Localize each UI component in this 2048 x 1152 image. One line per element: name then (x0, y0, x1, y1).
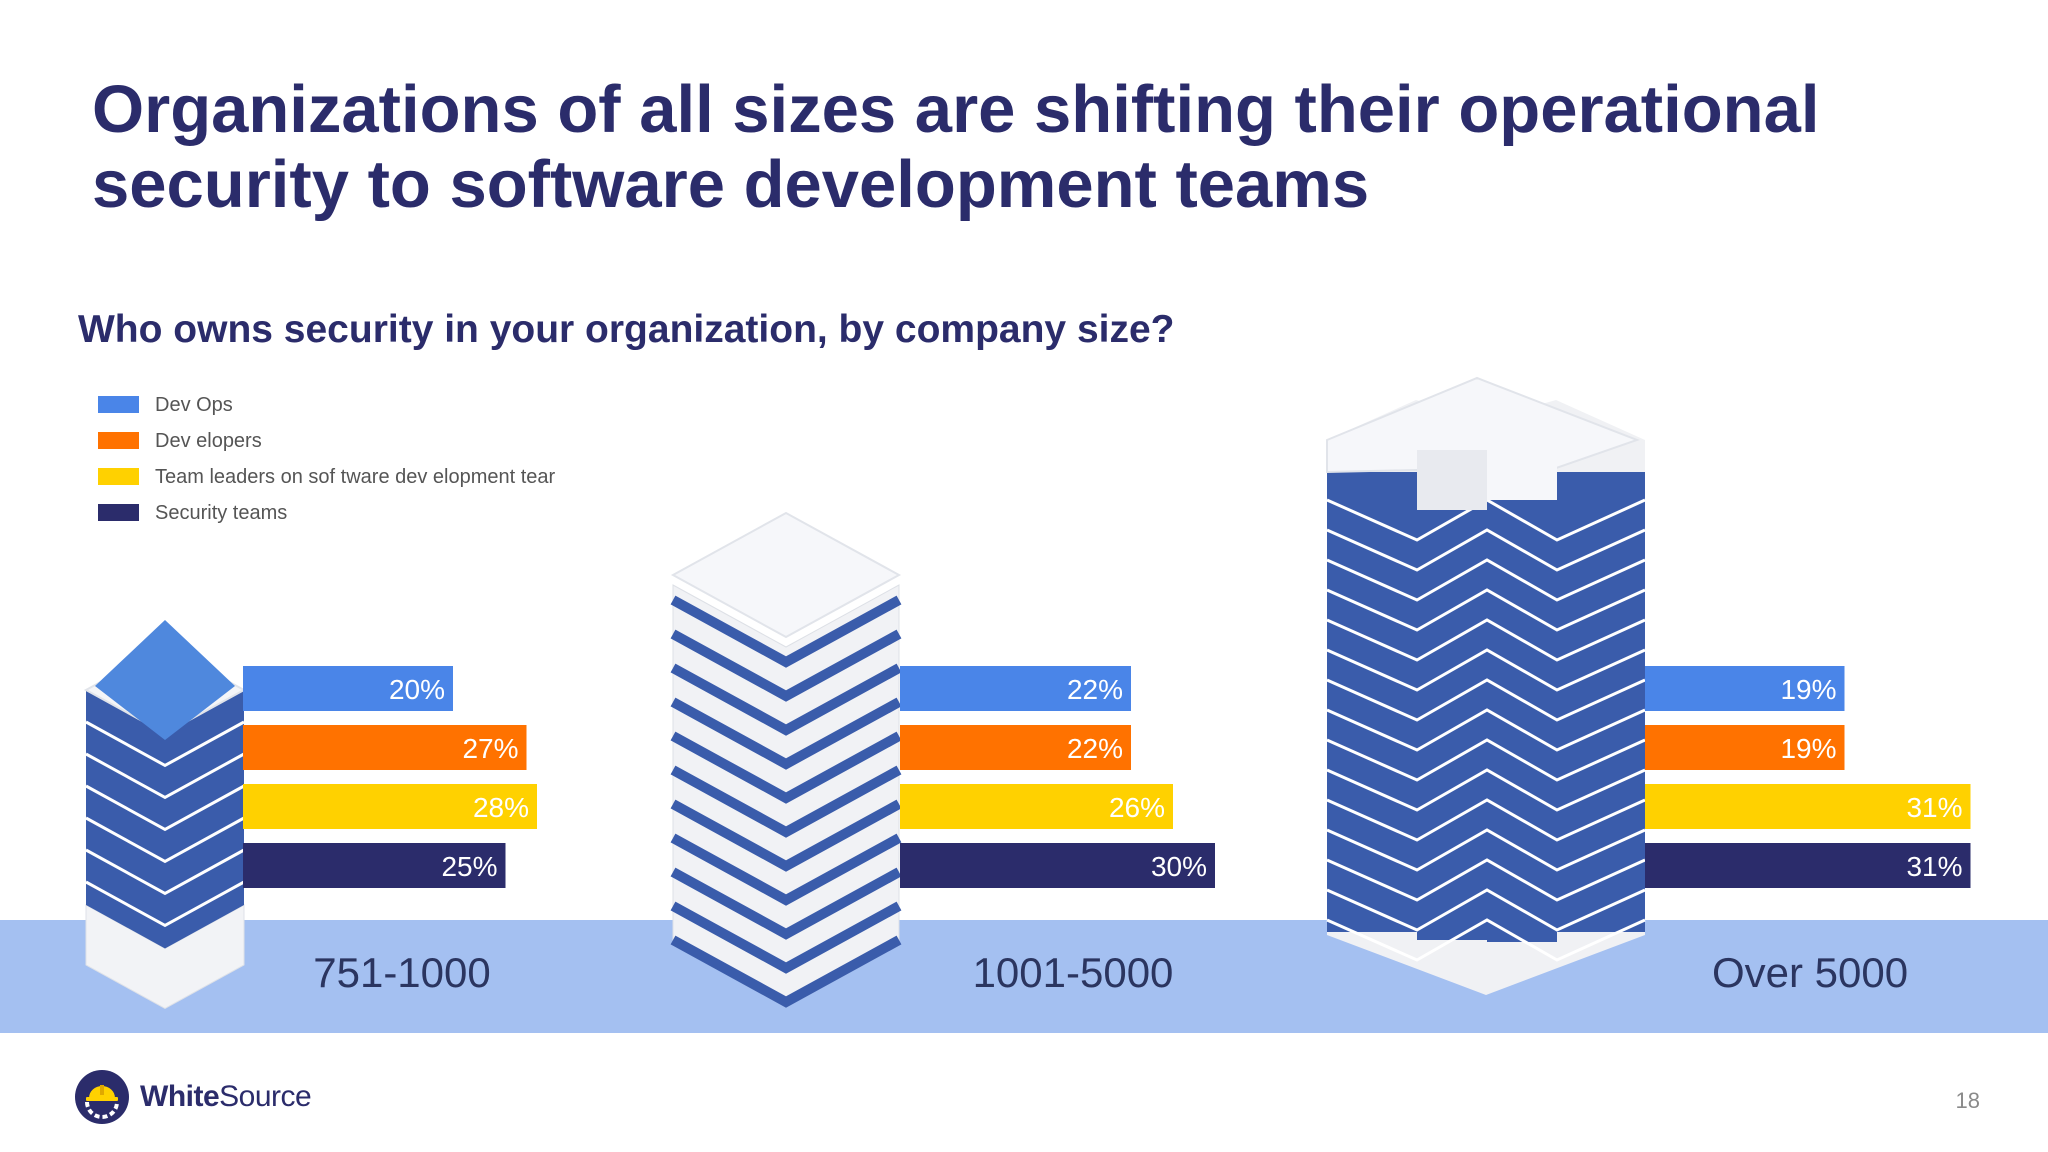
bar-label-1-1: 22% (1067, 733, 1123, 764)
bar-0-3 (243, 843, 506, 888)
bar-0-0 (243, 666, 453, 711)
bar-label-0-3: 25% (441, 851, 497, 882)
chart-title: Who owns security in your organization, … (78, 308, 1175, 351)
bar-label-2-1: 19% (1780, 733, 1836, 764)
bar-label-1-2: 26% (1109, 792, 1165, 823)
building-small (83, 620, 247, 1010)
building-medium (670, 511, 902, 1008)
legend-swatch-3 (98, 504, 139, 521)
logo-text: WhiteSource (140, 1080, 312, 1114)
legend: Dev Ops Dev elopers Team leaders on sof tw… (98, 394, 556, 524)
category-labels: 751-1000 1001-5000 Over 5000 (313, 949, 1908, 996)
page-number: 18 (1955, 1088, 1980, 1113)
bar-0-1 (243, 725, 527, 770)
bar-1-2 (900, 784, 1173, 829)
bar-label-2-2: 31% (1906, 792, 1962, 823)
logo-text-regular: Source (219, 1080, 312, 1113)
bar-2-0 (1645, 666, 1845, 711)
bar-2-2 (1645, 784, 1971, 829)
bar-label-2-0: 19% (1780, 674, 1836, 705)
hardhat-gear-icon (75, 1070, 129, 1124)
building-large (1326, 376, 1646, 995)
ground-band (0, 920, 2048, 1033)
bar-2-1 (1645, 725, 1845, 770)
legend-label-0: Dev Ops (155, 394, 233, 416)
bar-1-0 (900, 666, 1131, 711)
whitesource-logo: WhiteSource (74, 1067, 312, 1127)
bar-label-0-0: 20% (389, 674, 445, 705)
bar-label-1-0: 22% (1067, 674, 1123, 705)
category-label-2: Over 5000 (1712, 949, 1908, 996)
slide-title: Organizations of all sizes are shifting … (92, 72, 1820, 222)
bar-label-0-1: 27% (462, 733, 518, 764)
buildings (83, 376, 1646, 1010)
bar-1-3 (900, 843, 1215, 888)
bar-0-2 (243, 784, 537, 829)
legend-label-1: Dev elopers (155, 430, 262, 452)
legend-label-3: Security teams (155, 502, 287, 524)
bar-1-1 (900, 725, 1131, 770)
legend-swatch-1 (98, 432, 139, 449)
category-label-1: 1001-5000 (973, 949, 1174, 996)
bars: 20% 27% 28% 25% 22% 22% 26% 30% 19% 19% 31% 31% (243, 666, 1971, 888)
category-label-0: 751-1000 (313, 949, 491, 996)
building-small-roof-panel (95, 620, 235, 740)
bar-label-2-3: 31% (1906, 851, 1962, 882)
legend-swatch-0 (98, 396, 139, 413)
legend-label-2: Team leaders on sof tware dev elopment t… (155, 466, 556, 488)
bar-2-3 (1645, 843, 1971, 888)
bar-label-1-3: 30% (1151, 851, 1207, 882)
bar-label-0-2: 28% (473, 792, 529, 823)
logo-text-bold: White (140, 1080, 220, 1113)
legend-swatch-2 (98, 468, 139, 485)
